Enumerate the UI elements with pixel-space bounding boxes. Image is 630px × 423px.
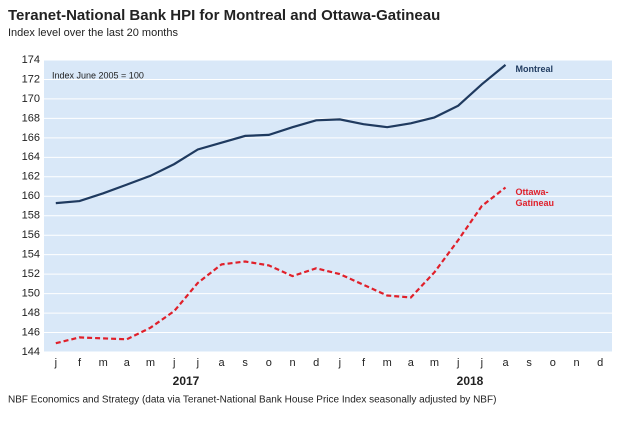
x-tick-label: o <box>550 357 556 369</box>
chart-subtitle: Index level over the last 20 months <box>8 27 178 39</box>
y-tick-label: 156 <box>22 229 40 241</box>
x-tick-label: j <box>338 357 341 369</box>
x-tick-label: o <box>266 357 272 369</box>
y-tick-label: 144 <box>22 346 40 358</box>
y-tick-label: 162 <box>22 171 40 183</box>
x-tick-label: d <box>313 357 319 369</box>
y-tick-label: 154 <box>22 249 40 261</box>
x-tick-label: j <box>54 357 57 369</box>
x-tick-label: a <box>218 357 225 369</box>
x-tick-label: m <box>99 357 108 369</box>
y-tick-label: 158 <box>22 210 40 222</box>
year-label: 2017 <box>173 374 200 388</box>
series-line <box>55 64 507 205</box>
plot-area <box>44 60 612 352</box>
y-tick-label: 148 <box>22 307 40 319</box>
x-tick-label: a <box>502 357 509 369</box>
x-tick-label: s <box>242 357 248 369</box>
x-tick-label: m <box>383 357 392 369</box>
x-tick-label: j <box>196 357 199 369</box>
x-tick-label: m <box>430 357 439 369</box>
x-tick-label: n <box>289 357 295 369</box>
y-tick-label: 166 <box>22 132 40 144</box>
x-tick-label: j <box>480 357 483 369</box>
x-tick-label: a <box>408 357 415 369</box>
x-tick-label: j <box>456 357 459 369</box>
chart-title: Teranet-National Bank HPI for Montreal a… <box>8 7 440 24</box>
y-tick-label: 150 <box>22 288 40 300</box>
x-tick-label: a <box>124 357 131 369</box>
y-tick-label: 170 <box>22 93 40 105</box>
source: NBF Economics and Strategy (data via Ter… <box>8 395 496 406</box>
x-tick-label: f <box>362 357 366 369</box>
x-tick-label: d <box>597 357 603 369</box>
y-tick-label: 146 <box>22 326 40 338</box>
series-label: Montreal <box>515 63 554 74</box>
y-tick-label: 152 <box>22 268 40 280</box>
x-tick-label: f <box>78 357 82 369</box>
x-tick-label: j <box>172 357 175 369</box>
series-label: Ottawa-Gatineau <box>515 186 555 208</box>
y-tick-label: 174 <box>22 54 40 66</box>
y-tick-label: 164 <box>22 151 40 163</box>
annotation: Index June 2005 = 100 <box>52 70 144 80</box>
y-tick-label: 168 <box>22 112 40 124</box>
series-line <box>55 186 507 345</box>
x-tick-label: n <box>573 357 579 369</box>
y-tick-label: 172 <box>22 73 40 85</box>
x-tick-label: m <box>146 357 155 369</box>
year-label: 2018 <box>457 374 484 388</box>
x-tick-label: s <box>526 357 532 369</box>
y-tick-label: 160 <box>22 190 40 202</box>
